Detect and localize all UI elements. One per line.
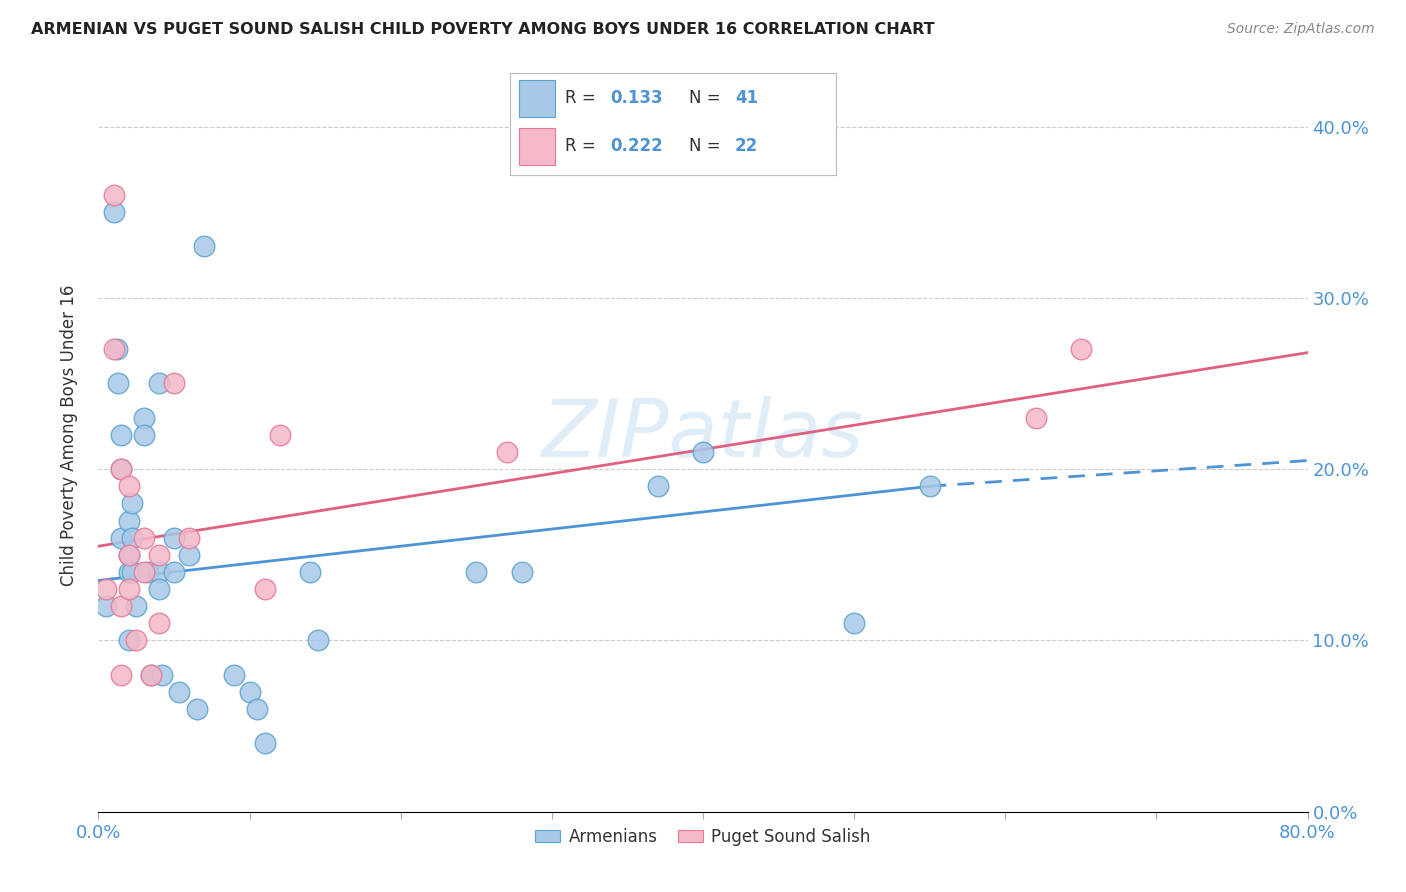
Point [148,582,170,596]
Text: ZIPatlas: ZIPatlas [541,396,865,474]
Point [103,342,125,356]
Y-axis label: Child Poverty Among Boys Under 16: Child Poverty Among Boys Under 16 [59,285,77,585]
Point [110,462,132,476]
Point [121,565,143,579]
Point [253,582,276,596]
Point [110,599,132,614]
Point [110,667,132,681]
Point [186,702,208,716]
Point [918,479,941,493]
Point [94,599,117,614]
Point [118,479,141,493]
Point [246,702,269,716]
Point [118,514,141,528]
Point [141,667,163,681]
Point [118,548,141,562]
Point [148,376,170,391]
Point [94,582,117,596]
Point [299,565,322,579]
Point [307,633,329,648]
Point [269,427,291,442]
Point [107,376,129,391]
Point [125,633,148,648]
Point [1070,342,1092,356]
Point [495,445,517,459]
Point [510,565,533,579]
Point [148,616,170,631]
Point [118,633,141,648]
Point [121,531,143,545]
Point [239,685,262,699]
Point [132,410,155,425]
Point [110,427,132,442]
Point [132,531,155,545]
Point [132,427,155,442]
Point [136,565,159,579]
Point [163,531,186,545]
Point [844,616,866,631]
Point [465,565,488,579]
Point [163,565,186,579]
Point [103,205,125,219]
Point [148,565,170,579]
Point [118,582,141,596]
Point [110,531,132,545]
Point [647,479,669,493]
Text: Source: ZipAtlas.com: Source: ZipAtlas.com [1227,22,1375,37]
Point [148,548,170,562]
Point [118,565,141,579]
Point [167,685,190,699]
Point [150,667,173,681]
Point [253,736,276,750]
Point [1024,410,1046,425]
Point [163,376,186,391]
Point [105,342,128,356]
Point [125,599,148,614]
Point [132,565,155,579]
Point [103,188,125,202]
Point [692,445,714,459]
Point [141,667,163,681]
Point [179,531,201,545]
Legend: Armenians, Puget Sound Salish: Armenians, Puget Sound Salish [529,821,877,853]
Point [193,239,215,253]
Point [224,667,246,681]
Point [118,548,141,562]
Point [121,496,143,510]
Point [179,548,201,562]
Text: ARMENIAN VS PUGET SOUND SALISH CHILD POVERTY AMONG BOYS UNDER 16 CORRELATION CHA: ARMENIAN VS PUGET SOUND SALISH CHILD POV… [31,22,935,37]
Point [110,462,132,476]
